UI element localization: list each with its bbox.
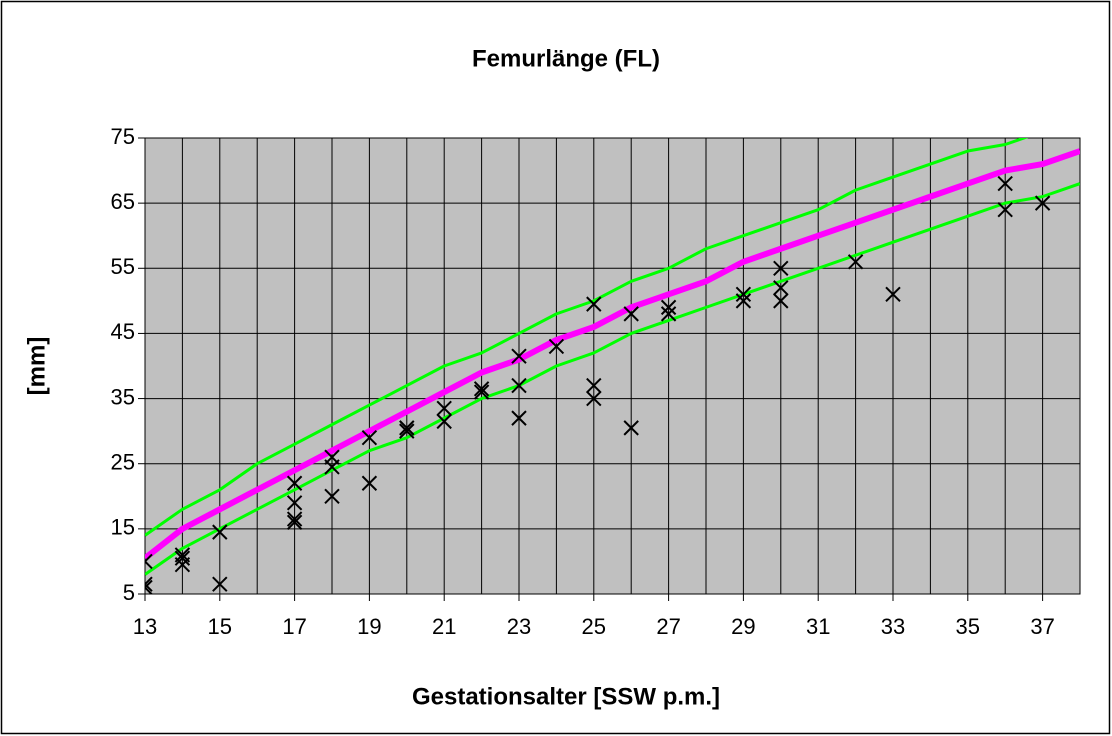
scatter-point — [735, 286, 752, 303]
y-tick-label: 45 — [111, 319, 135, 344]
x-tick-label: 35 — [956, 614, 980, 639]
scatter-point — [473, 384, 490, 400]
scatter-point — [586, 390, 602, 407]
y-tick-label: 55 — [111, 254, 135, 279]
scatter-point — [145, 576, 153, 592]
plot-content — [145, 138, 1080, 594]
scatter-point — [324, 488, 340, 504]
x-axis-label: Gestationsalter [SSW p.m.] — [412, 683, 720, 710]
y-tick-label: 65 — [111, 189, 135, 214]
scatter-point — [1034, 195, 1051, 211]
y-tick-label: 75 — [111, 124, 135, 149]
x-tick-label: 25 — [582, 614, 606, 639]
series-line — [145, 138, 1029, 537]
scatter-point — [623, 420, 639, 436]
scatter-point — [212, 524, 228, 540]
plot-area — [145, 138, 1080, 594]
y-tick-label: 15 — [111, 515, 135, 540]
scatter-point — [660, 299, 677, 316]
y-axis-label: [mm] — [23, 337, 50, 396]
x-tick-label: 13 — [133, 614, 157, 639]
chart-title: Femurlänge (FL) — [472, 45, 660, 72]
scatter-point — [511, 348, 527, 364]
scatter-point — [399, 420, 415, 436]
scatter-point — [473, 381, 490, 397]
scatter-point — [436, 400, 452, 417]
x-tick-label: 23 — [507, 614, 531, 639]
scatter-point — [286, 475, 303, 491]
scatter-point — [174, 556, 191, 573]
scatter-point — [399, 423, 415, 439]
scatter-point — [885, 286, 901, 303]
x-tick-label: 29 — [731, 614, 755, 639]
scatter-point — [361, 475, 378, 491]
scatter-point — [436, 413, 452, 430]
x-tick-label: 37 — [1030, 614, 1054, 639]
x-tick-label: 19 — [357, 614, 381, 639]
x-tick-label: 33 — [881, 614, 905, 639]
y-tick-label: 25 — [111, 450, 135, 475]
scatter-point — [997, 201, 1013, 218]
scatter-point — [212, 576, 228, 592]
x-tick-label: 31 — [806, 614, 830, 639]
scatter-point — [145, 553, 153, 570]
series-line — [145, 148, 1080, 561]
scatter-point — [286, 495, 303, 511]
series-line — [145, 182, 1080, 576]
scatter-point — [361, 429, 378, 446]
scatter-point — [623, 306, 639, 322]
x-tick-label: 17 — [282, 614, 306, 639]
scatter-point — [773, 293, 789, 309]
plot-border — [144, 137, 1081, 595]
scatter-point — [511, 410, 527, 426]
scatter-point — [286, 514, 303, 531]
scatter-point — [174, 550, 191, 566]
y-tick-label: 35 — [111, 384, 135, 409]
x-tick-label: 27 — [656, 614, 680, 639]
x-tick-label: 21 — [432, 614, 456, 639]
scatter-point — [586, 296, 602, 312]
scatter-point — [286, 511, 303, 527]
scatter-point — [735, 293, 752, 309]
scatter-point — [773, 260, 789, 276]
scatter-point — [660, 306, 677, 322]
scatter-point — [324, 459, 340, 475]
scatter-point — [847, 254, 864, 270]
x-tick-label: 15 — [208, 614, 232, 639]
scatter-point — [586, 377, 602, 394]
y-tick-label: 5 — [123, 580, 135, 605]
scatter-point — [773, 280, 789, 296]
scatter-point — [997, 175, 1013, 192]
scatter-point — [548, 338, 565, 355]
scatter-point — [511, 377, 527, 394]
scatter-point — [145, 579, 153, 594]
